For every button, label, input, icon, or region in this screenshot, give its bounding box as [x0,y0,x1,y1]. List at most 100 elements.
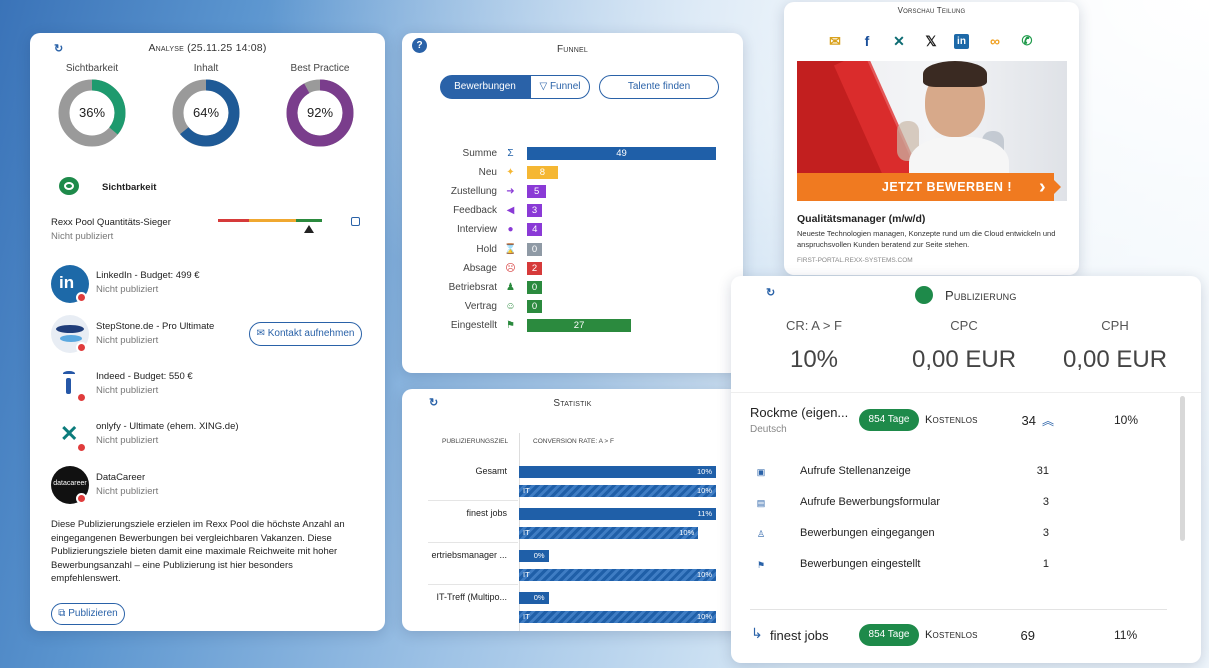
funnel-bar: 8 [527,166,558,180]
funnel-panel: ? Funnel Bewerbungen ▽ Funnel Talente fi… [402,33,743,373]
funnel-bar: 3 [527,204,542,218]
mail-icon: ✉ [256,328,265,339]
funnel-bar: 49 [527,147,716,160]
facebook-icon[interactable]: f [864,33,870,49]
donut-sichtbarkeit: Sichtbarkeit 36% [52,63,132,147]
not-published-badge [76,342,87,353]
entry-name[interactable]: Rockme (eigen... [750,405,849,420]
entry-count: 69 [1020,628,1035,643]
scrollbar[interactable] [1180,396,1185,541]
section-title: Sichtbarkeit [102,182,157,193]
bar-value: 11% [697,509,712,518]
funnel-row-label: Interview [456,224,497,236]
not-published-badge [76,292,87,303]
talente-finden-button[interactable]: Talente finden [599,75,719,99]
reply-icon: ◀ [506,205,515,217]
publish-button[interactable]: ⧉ Publizieren [51,603,125,625]
tab-bewerbungen[interactable]: Bewerbungen [440,75,530,99]
job-title: Qualitätsmanager (m/w/d) [797,213,926,225]
refresh-icon[interactable]: ↻ [429,397,439,409]
filter-icon: ▽ [539,81,548,92]
funnel-row[interactable]: Feedback ◀ 3 [402,204,743,218]
statistik-bar-it: IT 10% [519,527,699,539]
kpi-value: 0,00 EUR [1062,346,1168,373]
help-icon[interactable]: ? [412,38,427,53]
kpi-label: CPC [950,318,978,333]
funnel-row[interactable]: Vertrag ☺ 0 [402,299,743,314]
funnel-row-label: Vertrag [464,300,497,312]
portal-name: Indeed - Budget: 550 € [96,371,193,382]
funnel-row[interactable]: Betriebsrat ♟ 0 [402,280,743,295]
statistik-bar-it: IT 10% [519,569,716,581]
link-icon[interactable]: ∞ [990,33,1000,49]
funnel-row-label: Absage [463,262,497,274]
bar-value: 0% [533,593,545,602]
funnel-bar: 0 [527,280,542,294]
funnel-row[interactable]: Eingestellt ⚑ 27 [402,318,743,333]
xing-icon[interactable]: ✕ [893,33,905,49]
statistik-title: Statistik [553,398,592,409]
pool-checkbox[interactable] [351,217,360,226]
funnel-row-label: Betriebsrat [448,281,497,293]
refresh-icon[interactable]: ↻ [54,43,64,55]
bar-value: 10% [696,570,712,579]
entry-count: 34 [1021,413,1036,428]
description-text: Diese Publizierungsziele erzielen im Rex… [51,519,345,585]
refresh-icon[interactable]: ↻ [766,287,776,299]
funnel-bar: 4 [527,223,543,237]
quality-scale [218,219,322,222]
cta-text[interactable]: JETZT BEWERBEN ! [881,180,1013,194]
not-published-badge [76,442,87,453]
arrow-icon: ➜ [506,186,515,198]
funnel-bar: 2 [527,261,542,275]
linkedin-icon[interactable]: in [954,34,969,49]
funnel-row[interactable]: Summe Σ 49 [402,147,743,161]
funnel-row-label: Zustellung [450,186,497,198]
bar-value: 10% [696,612,712,621]
mail-icon[interactable]: ✉ [829,33,841,49]
funnel-row[interactable]: Absage ☹ 2 [402,261,743,276]
sad-icon: ☹ [505,262,516,274]
donut-inhalt: Inhalt 64% [166,63,246,147]
funnel-row[interactable]: Zustellung ➜ 5 [402,185,743,199]
contact-button[interactable]: ✉ Kontakt aufnehmen [249,322,362,346]
external-link-icon: ⧉ [58,608,66,619]
donut-chart [286,79,354,147]
whatsapp-icon[interactable]: ✆ [1021,33,1033,48]
entry-rate: 11% [1114,628,1138,642]
funnel-row[interactable]: Neu ✦ 8 [402,166,743,180]
bar-value: 10% [696,486,712,495]
job-url[interactable]: FIRST-PORTAL.REXX-SYSTEMS.COM [797,257,913,264]
donut-value: 36% [78,105,106,120]
datacareer-logo-text: datacareer [53,480,87,487]
row-divider [428,584,518,585]
funnel-bar: 5 [527,185,547,199]
donut-arc [58,79,126,147]
tab-funnel[interactable]: ▽ Funnel [530,75,590,99]
entry-name[interactable]: finest jobs [770,628,829,643]
metric-value: 1 [1042,558,1049,570]
x-icon[interactable]: 𝕏 [925,33,937,49]
chat-icon: ● [507,224,514,236]
statistik-row-label: Gesamt [475,466,507,476]
pool-status: Nicht publiziert [51,231,114,242]
funnel-row[interactable]: Hold ⌛ 0 [402,242,743,257]
statistik-bar: 11% [519,508,716,520]
funnel-bar: 0 [527,299,542,313]
portal-status: Nicht publiziert [96,435,159,446]
metric-label: Bewerbungen eingestellt [800,558,921,570]
bar-label: IT [523,570,530,579]
kpi-label: CR: A > F [786,318,842,333]
analyse-title: Analyse (25.11.25 14:08) [148,42,267,54]
publizierung-title: Publizierung [945,288,1017,303]
chevron-double-up-icon[interactable]: ︽ [1042,414,1055,428]
funnel-row-label: Feedback [453,205,497,217]
funnel-bar: 27 [527,318,632,332]
funnel-row[interactable]: Interview ● 4 [402,223,743,237]
donut-value: 92% [306,105,334,120]
portal-name: DataCareer [96,472,146,483]
row-divider [428,542,518,543]
days-badge: 854 Tage [859,409,919,431]
bar-value: 10% [696,467,712,476]
cta-banner [797,173,1054,201]
